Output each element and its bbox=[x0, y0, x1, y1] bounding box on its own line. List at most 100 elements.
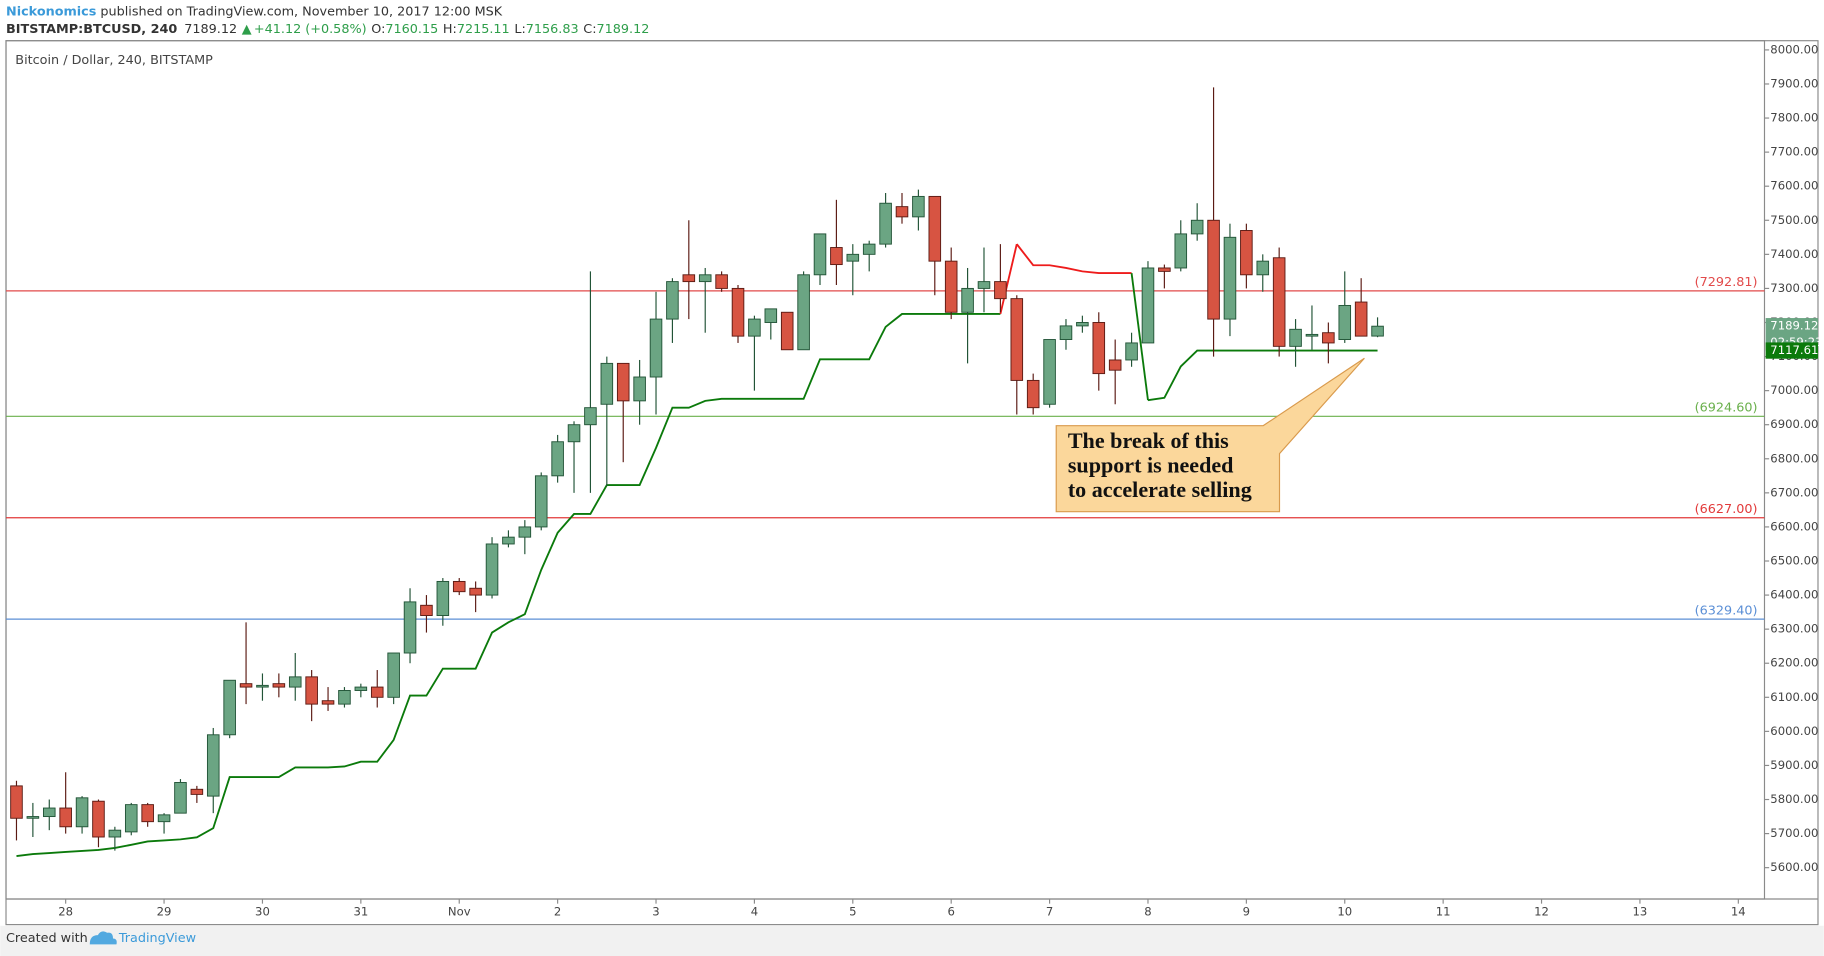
candle-body bbox=[1174, 233, 1188, 269]
plot: 5600.00 5700.00 5800.00 5900.00 6000.00 6100.… bbox=[6, 42, 1823, 918]
y-tick-label: 6000.00 bbox=[1770, 724, 1818, 738]
candle-body bbox=[649, 318, 663, 378]
candle-body bbox=[157, 814, 171, 823]
supertrend-down bbox=[1016, 243, 1132, 275]
x-tick-label: 12 bbox=[1534, 904, 1549, 918]
candle-body bbox=[813, 233, 827, 276]
l-label: L: bbox=[514, 22, 525, 37]
candle-body bbox=[485, 543, 499, 596]
x-tick-label: 4 bbox=[751, 904, 758, 918]
y-tick-label: 5700.00 bbox=[1770, 826, 1818, 840]
candle-body bbox=[272, 683, 286, 688]
candle-body bbox=[518, 526, 532, 538]
supertrend-tag bbox=[1765, 342, 1818, 359]
x-tick-label: 13 bbox=[1633, 904, 1648, 918]
c-value: 7189.12 bbox=[597, 22, 650, 37]
arrow: ▲ bbox=[242, 22, 252, 37]
candle-body bbox=[338, 690, 351, 705]
candle-body bbox=[1240, 230, 1253, 276]
x-tick-label: 30 bbox=[255, 904, 270, 918]
y-tick-label: 7000.00 bbox=[1770, 383, 1818, 397]
candle-body bbox=[879, 202, 892, 245]
candle-body bbox=[239, 683, 253, 688]
y-tick-label: 5600.00 bbox=[1770, 860, 1818, 874]
o-label: O: bbox=[371, 22, 385, 37]
candle-body bbox=[682, 274, 696, 283]
h-value: 7215.11 bbox=[457, 22, 510, 37]
candle-body bbox=[862, 243, 876, 255]
candle-body bbox=[830, 247, 843, 266]
o-value: 7160.15 bbox=[385, 22, 438, 37]
candle-body bbox=[551, 441, 564, 477]
y-tick-label: 6200.00 bbox=[1770, 656, 1818, 670]
y-tick-label: 6400.00 bbox=[1770, 588, 1818, 602]
candle-body bbox=[846, 253, 860, 262]
candle-body bbox=[26, 816, 40, 819]
y-tick-label: 5900.00 bbox=[1770, 758, 1818, 772]
candle-body bbox=[977, 281, 991, 289]
candle-body bbox=[895, 206, 909, 218]
x-tick-label: 10 bbox=[1337, 904, 1352, 918]
x-tick-label: Nov bbox=[448, 904, 471, 918]
candle-body bbox=[1305, 333, 1319, 337]
brand[interactable]: TradingView bbox=[118, 931, 196, 946]
c-label: C: bbox=[583, 22, 596, 37]
y-tick-label: 7300.00 bbox=[1770, 281, 1818, 295]
x-tick-label: 28 bbox=[58, 904, 73, 918]
candle-body bbox=[797, 274, 810, 351]
supertrend-up bbox=[16, 313, 1001, 858]
chart-title: Bitcoin / Dollar, 240, BITSTAMP bbox=[15, 53, 213, 68]
candle-body bbox=[75, 797, 89, 828]
supertrend-flip bbox=[1130, 272, 1149, 401]
candle-body bbox=[944, 260, 958, 313]
candle-body bbox=[1092, 322, 1106, 375]
candle-body bbox=[141, 804, 154, 823]
author[interactable]: Nickonomics bbox=[6, 4, 96, 19]
candle-body bbox=[469, 587, 482, 596]
annotation-line: to accelerate selling bbox=[1068, 477, 1252, 502]
y-tick-label: 5800.00 bbox=[1770, 792, 1818, 806]
x-tick-label: 14 bbox=[1731, 904, 1746, 918]
candle-body bbox=[436, 580, 450, 616]
l-value: 7156.83 bbox=[526, 22, 579, 37]
annotation-box bbox=[1055, 357, 1365, 513]
candle-body bbox=[780, 311, 794, 351]
y-tick-label: 7600.00 bbox=[1770, 179, 1818, 193]
candle-body bbox=[1059, 325, 1073, 340]
y-tick-label: 6300.00 bbox=[1770, 622, 1818, 636]
candle-body bbox=[1076, 322, 1089, 327]
y-tick-label: 6800.00 bbox=[1770, 451, 1818, 465]
candle-body bbox=[912, 195, 925, 218]
change: +41.12 (+0.58%) bbox=[254, 22, 367, 37]
candle-body bbox=[124, 804, 138, 833]
candle-body bbox=[1043, 339, 1056, 405]
y-tick-label: 6500.00 bbox=[1770, 554, 1818, 568]
candle-body bbox=[748, 318, 761, 337]
candle-body bbox=[10, 785, 23, 819]
y-tick-label: 7800.00 bbox=[1770, 111, 1818, 125]
x-tick-label: 2 bbox=[554, 904, 561, 918]
last: 7189.12 bbox=[184, 22, 237, 37]
footer bbox=[0, 925, 1824, 956]
candle-body bbox=[1108, 359, 1122, 371]
candle-body bbox=[616, 362, 630, 402]
y-tick-label: 6900.00 bbox=[1770, 417, 1818, 431]
candle-body bbox=[1010, 298, 1024, 381]
level-label: (6924.60) bbox=[1695, 401, 1758, 416]
y-tick-label: 6700.00 bbox=[1770, 485, 1818, 499]
y-tick-label: 7400.00 bbox=[1770, 247, 1818, 261]
x-tick-label: 9 bbox=[1243, 904, 1250, 918]
candle-body bbox=[1289, 328, 1302, 347]
candle-body bbox=[600, 362, 614, 405]
x-tick-label: 3 bbox=[652, 904, 659, 918]
y-tick-label: 7500.00 bbox=[1770, 213, 1818, 227]
candle-body bbox=[1158, 267, 1171, 272]
candle-body bbox=[256, 684, 269, 688]
candle-body bbox=[928, 195, 942, 262]
candle-body bbox=[1322, 332, 1335, 344]
candle-body bbox=[206, 734, 220, 797]
